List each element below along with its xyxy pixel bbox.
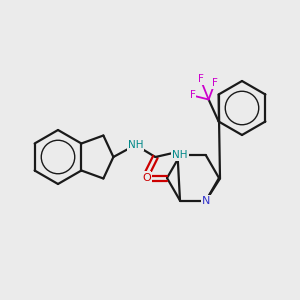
Text: F: F	[190, 91, 196, 100]
Text: F: F	[198, 74, 204, 85]
Text: NH: NH	[128, 140, 143, 150]
Text: N: N	[202, 196, 210, 206]
Text: O: O	[142, 173, 152, 183]
Text: NH: NH	[172, 151, 188, 160]
Text: F: F	[212, 79, 218, 88]
Text: O: O	[141, 172, 150, 182]
